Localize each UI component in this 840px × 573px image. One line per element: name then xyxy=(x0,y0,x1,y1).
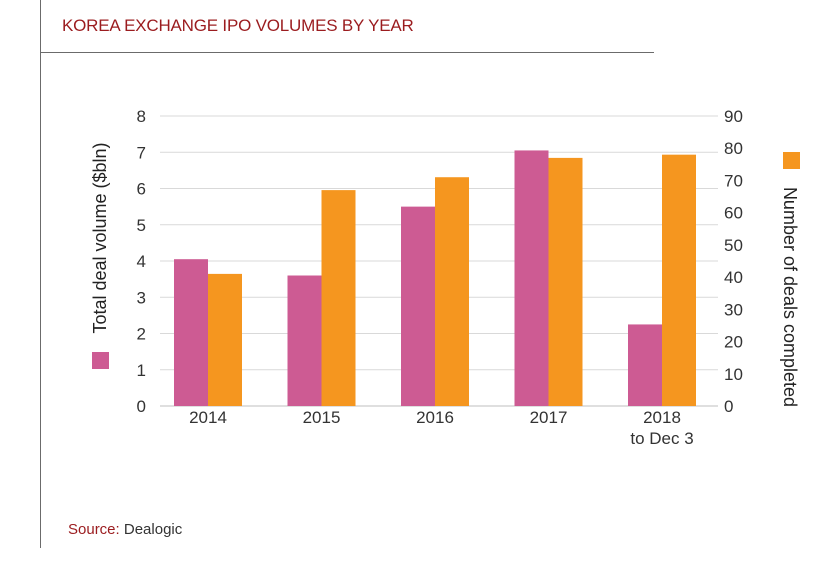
right-tick-label: 20 xyxy=(724,333,743,352)
left-tick-label: 0 xyxy=(137,397,146,416)
volume-legend-swatch xyxy=(92,352,109,369)
right-tick-label: 50 xyxy=(724,236,743,255)
volume-bar xyxy=(401,206,435,406)
source-label: Source: xyxy=(68,521,120,538)
left-tick-label: 6 xyxy=(137,180,146,199)
right-tick-label: 0 xyxy=(724,397,733,416)
right-tick-label: 60 xyxy=(724,204,743,223)
left-tick-label: 3 xyxy=(137,288,146,307)
right-tick-label: 80 xyxy=(724,139,743,158)
source-value: Dealogic xyxy=(123,521,183,538)
volume-bar xyxy=(174,259,208,406)
category-label: 2015 xyxy=(303,408,341,427)
deals-bar xyxy=(208,273,242,406)
deals-bar xyxy=(435,177,469,406)
right-tick-label: 10 xyxy=(724,365,743,384)
volume-bar xyxy=(514,150,549,406)
left-tick-label: 1 xyxy=(137,361,146,380)
left-tick-label: 4 xyxy=(137,252,146,271)
left-axis-title: Total deal volume ($bln) xyxy=(90,142,110,333)
category-label: 2018 xyxy=(643,408,681,427)
category-label: 2014 xyxy=(189,408,227,427)
left-tick-label: 7 xyxy=(137,143,146,162)
volume-bar xyxy=(287,275,322,406)
deals-legend-swatch xyxy=(783,152,800,169)
category-label: to Dec 3 xyxy=(630,429,693,448)
title-underline xyxy=(40,52,654,53)
left-tick-label: 5 xyxy=(137,216,146,235)
right-axis-title: Number of deals completed xyxy=(780,187,800,407)
deals-bar xyxy=(662,154,696,406)
volume-bar xyxy=(628,324,662,406)
deals-bar xyxy=(548,157,583,406)
category-label: 2016 xyxy=(416,408,454,427)
chart-title: KOREA EXCHANGE IPO VOLUMES BY YEAR xyxy=(62,16,414,35)
right-tick-label: 40 xyxy=(724,268,743,287)
source-note: Source: Dealogic xyxy=(68,521,182,538)
right-tick-label: 30 xyxy=(724,300,743,319)
deals-bar xyxy=(321,190,356,406)
right-tick-label: 90 xyxy=(724,107,743,126)
left-tick-label: 8 xyxy=(137,107,146,126)
left-tick-label: 2 xyxy=(137,325,146,344)
right-tick-label: 70 xyxy=(724,171,743,190)
left-rule xyxy=(40,0,41,548)
category-label: 2017 xyxy=(530,408,568,427)
